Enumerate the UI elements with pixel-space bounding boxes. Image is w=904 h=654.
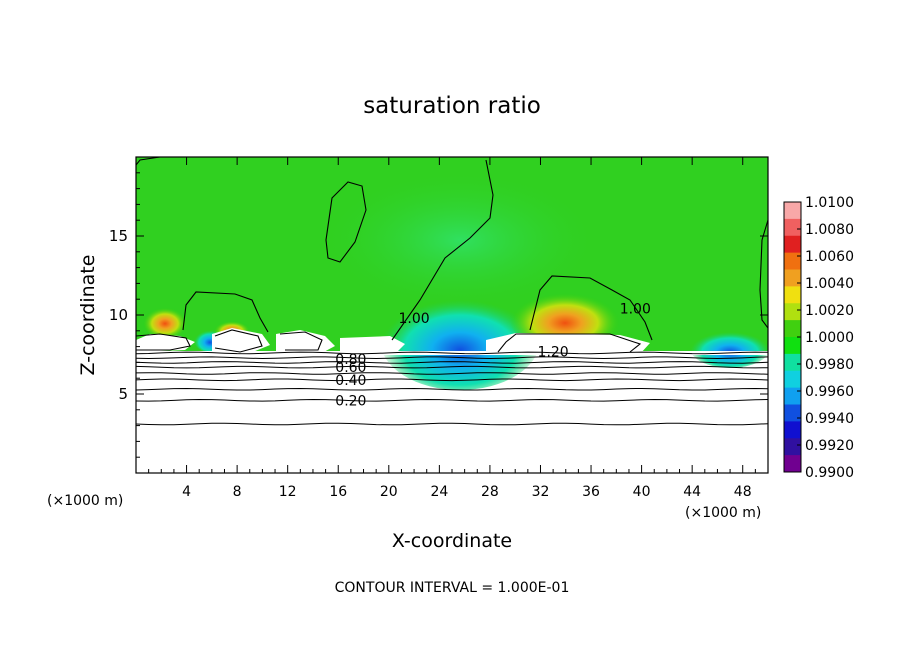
cloud-patch-4 bbox=[340, 336, 405, 354]
x-tick-label: 36 bbox=[582, 484, 600, 500]
contour-level-line bbox=[136, 387, 768, 391]
colorbar-swatch bbox=[784, 269, 801, 287]
colorbar-swatch bbox=[784, 387, 801, 405]
contour-level-line bbox=[136, 378, 768, 382]
contour-label: 0.40 bbox=[335, 373, 366, 389]
colorbar-swatch bbox=[784, 202, 801, 220]
colorbar: 1.0100 1.0080 1.0060 1.0040 1.0020 1.0000 0.99… bbox=[783, 195, 854, 481]
contour-level-line bbox=[136, 356, 768, 360]
contour-level-line bbox=[136, 398, 768, 402]
colorbar-label: 1.0100 bbox=[805, 195, 854, 211]
contour-label: 0.60 bbox=[335, 360, 366, 376]
contour-label: 1.00 bbox=[398, 311, 429, 327]
cloud-patch-5 bbox=[486, 333, 650, 354]
colorbar-label: 1.0080 bbox=[805, 222, 854, 238]
contour-lines bbox=[136, 157, 768, 353]
colorbar-swatch bbox=[784, 303, 801, 321]
contour-1-00-right-edge bbox=[759, 219, 768, 329]
cloud-patch-3 bbox=[276, 330, 335, 354]
contour-level-line bbox=[136, 365, 768, 369]
contour-level-line bbox=[136, 422, 768, 426]
contour-level-line bbox=[136, 351, 768, 355]
field-warm-region-left bbox=[143, 306, 187, 338]
x-tick-label: 24 bbox=[430, 484, 448, 500]
contour-top-edge bbox=[136, 157, 161, 166]
y-tick-label: 5 bbox=[118, 385, 128, 403]
colorbar-label: 1.0020 bbox=[805, 303, 854, 319]
colorbar-swatch bbox=[784, 438, 801, 456]
colorbar-label: 0.9900 bbox=[805, 465, 854, 481]
field-cold-region bbox=[380, 290, 540, 390]
contour-interval-note: CONTOUR INTERVAL = 1.000E-01 bbox=[335, 580, 570, 596]
contour-1-00-upper bbox=[391, 159, 494, 341]
colorbar-swatch bbox=[784, 404, 801, 422]
contour-1-20-cloud bbox=[497, 333, 642, 353]
x-unit-right: (×1000 m) bbox=[685, 505, 761, 521]
contour-label: 0.80 bbox=[335, 352, 366, 368]
y-axis-label: Z-coordinate bbox=[77, 255, 99, 376]
plot-area bbox=[136, 157, 768, 473]
colorbar-label: 0.9980 bbox=[805, 357, 854, 373]
colorbar-label: 0.9940 bbox=[805, 411, 854, 427]
colorbar-swatch bbox=[784, 370, 801, 389]
contour-levels bbox=[136, 351, 768, 426]
x-axis-ticks: 4 8 12 16 20 24 28 32 36 40 44 48 bbox=[148, 157, 756, 500]
contour-cloud-left bbox=[136, 333, 191, 351]
contour-label: 0.20 bbox=[335, 393, 366, 409]
contour-labels: 1.00 1.00 1.20 0.800.600.40 0.20 bbox=[335, 302, 651, 410]
contour-level-line bbox=[136, 372, 768, 375]
contour-level-line bbox=[136, 361, 768, 364]
x-tick-label: 44 bbox=[683, 484, 701, 500]
colorbar-label: 1.0000 bbox=[805, 330, 854, 346]
x-axis-label: X-coordinate bbox=[392, 530, 512, 552]
colorbar-label: 0.9920 bbox=[805, 438, 854, 454]
y-tick-label: 10 bbox=[109, 306, 128, 324]
colorbar-swatch bbox=[784, 252, 801, 270]
contour-cloud-mid bbox=[214, 329, 263, 353]
x-tick-label: 48 bbox=[734, 484, 752, 500]
x-tick-label: 16 bbox=[329, 484, 347, 500]
x-tick-label: 4 bbox=[182, 484, 191, 500]
x-unit-left: (×1000 m) bbox=[47, 493, 123, 509]
contour-label: 1.20 bbox=[538, 344, 569, 360]
colorbar-label: 0.9960 bbox=[805, 384, 854, 400]
x-tick-label: 12 bbox=[279, 484, 297, 500]
colorbar-swatch bbox=[784, 455, 801, 473]
field-pale-region bbox=[320, 170, 600, 310]
y-tick-label: 15 bbox=[109, 227, 128, 245]
x-tick-label: 28 bbox=[481, 484, 499, 500]
contour-label: 1.00 bbox=[620, 302, 651, 318]
colorbar-swatch bbox=[784, 218, 801, 237]
colorbar-swatch bbox=[784, 353, 801, 372]
contour-1-00-right bbox=[529, 275, 653, 341]
colorbar-label: 1.0060 bbox=[805, 249, 854, 265]
chart-title: saturation ratio bbox=[363, 93, 541, 119]
colorbar-swatch bbox=[784, 421, 801, 439]
colorbar-swatch bbox=[784, 286, 801, 304]
x-tick-label: 32 bbox=[532, 484, 550, 500]
colorbar-swatch bbox=[784, 320, 801, 338]
x-tick-label: 8 bbox=[233, 484, 242, 500]
x-tick-label: 20 bbox=[380, 484, 398, 500]
y-axis-ticks: 5 10 15 bbox=[109, 172, 768, 458]
contour-cloud-mid2 bbox=[279, 331, 323, 351]
x-tick-label: 40 bbox=[633, 484, 651, 500]
contour-1-00-island bbox=[325, 181, 367, 263]
colorbar-label: 1.0040 bbox=[805, 276, 854, 292]
colorbar-swatch bbox=[784, 337, 801, 355]
contour-1-00-left bbox=[182, 291, 269, 333]
colorbar-swatch bbox=[784, 235, 801, 254]
